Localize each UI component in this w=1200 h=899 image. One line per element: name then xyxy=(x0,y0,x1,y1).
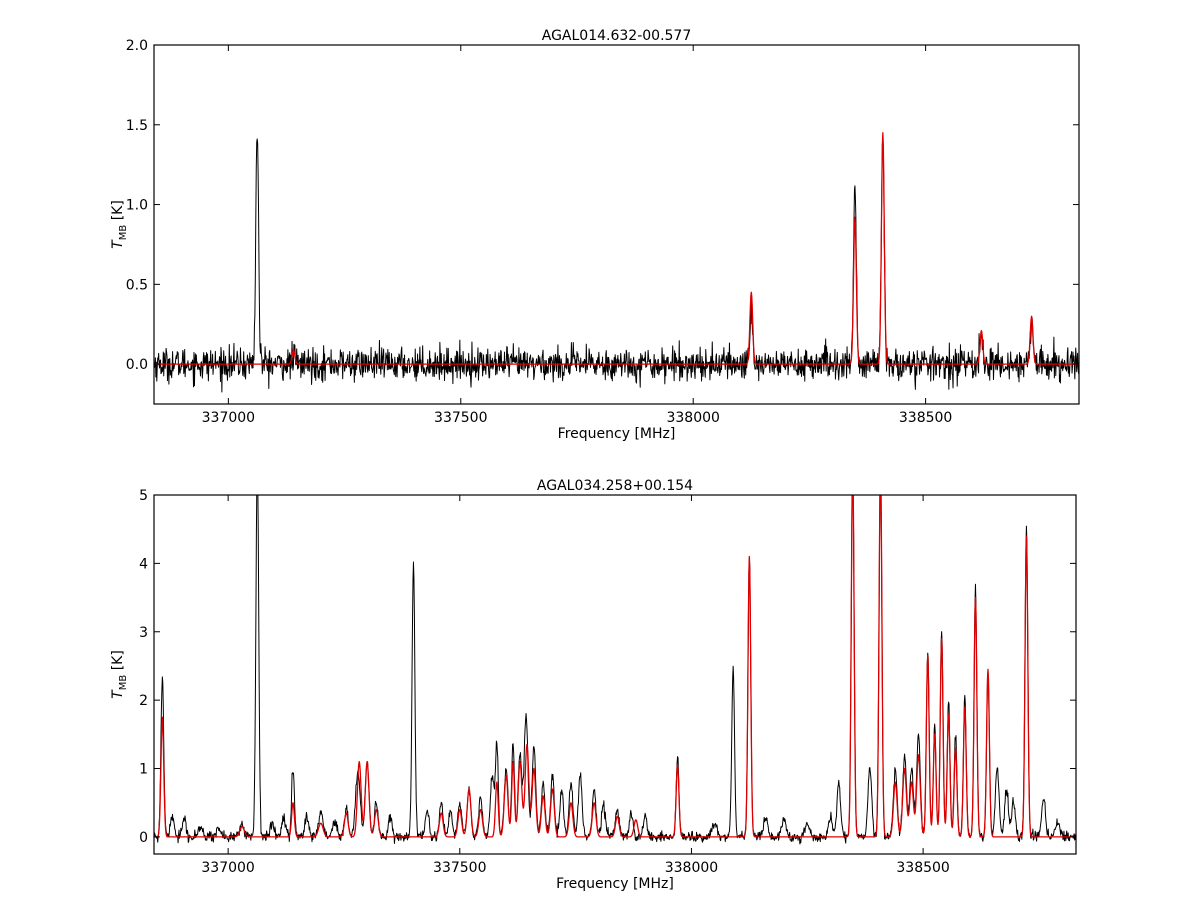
plot-area: 337000 337500 338000 338500 0.0 0.5 1.0 1.5 2.0 xyxy=(126,38,1080,426)
x-tick-label: 338500 xyxy=(899,410,952,426)
y-axis-label: TMB [K] xyxy=(110,200,129,249)
y-axis-label-unit: [K] xyxy=(110,650,126,675)
y-tick-label: 2 xyxy=(139,693,148,709)
model-spectrum-line xyxy=(154,495,1076,838)
x-tick-label: 337500 xyxy=(433,860,486,876)
model-spectrum-line xyxy=(154,132,1079,365)
y-tick-label: 1.5 xyxy=(126,118,148,134)
y-axis-label-unit: [K] xyxy=(110,200,126,225)
panel-bottom: AGAL034.258+00.154 Frequency [MHz] TMB [… xyxy=(110,478,1077,892)
y-axis-label: TMB [K] xyxy=(110,650,129,699)
series-group xyxy=(154,495,1076,845)
y-axis-label-main: T xyxy=(110,239,126,249)
x-tick-label: 338000 xyxy=(665,860,718,876)
y-tick-label: 0 xyxy=(139,830,148,846)
panel-top: AGAL014.632-00.577 Frequency [MHz] TMB [… xyxy=(110,28,1080,442)
plot-frame xyxy=(153,44,1080,405)
y-tick-label: 1 xyxy=(139,762,148,778)
y-tick-label: 2.0 xyxy=(126,38,148,54)
chart-title: AGAL014.632-00.577 xyxy=(542,28,692,44)
chart-title: AGAL034.258+00.154 xyxy=(537,478,693,494)
x-axis-label: Frequency [MHz] xyxy=(558,426,676,442)
x-tick-label: 338000 xyxy=(666,410,719,426)
plot-area: 337000 337500 338000 338500 0 1 2 3 4 5 xyxy=(139,488,1077,876)
y-tick-label: 5 xyxy=(139,488,148,504)
y-tick-label: 1.0 xyxy=(126,198,148,214)
y-axis-label-main: T xyxy=(110,689,126,699)
plot-frame xyxy=(153,494,1077,855)
y-tick-label: 4 xyxy=(139,556,148,572)
observed-spectrum-line xyxy=(154,495,1076,845)
y-axis-label-sub: MB xyxy=(118,675,129,691)
x-tick-label: 337000 xyxy=(202,410,255,426)
x-tick-label: 337500 xyxy=(434,410,487,426)
x-axis-label: Frequency [MHz] xyxy=(556,876,674,892)
y-tick-label: 3 xyxy=(139,625,148,641)
series-group xyxy=(154,132,1079,393)
observed-spectrum-line xyxy=(154,138,1079,393)
y-axis-label-sub: MB xyxy=(118,225,129,241)
x-tick-label: 337000 xyxy=(201,860,254,876)
y-tick-label: 0.5 xyxy=(126,277,148,293)
x-tick-label: 338500 xyxy=(896,860,949,876)
y-tick-label: 0.0 xyxy=(126,357,148,373)
